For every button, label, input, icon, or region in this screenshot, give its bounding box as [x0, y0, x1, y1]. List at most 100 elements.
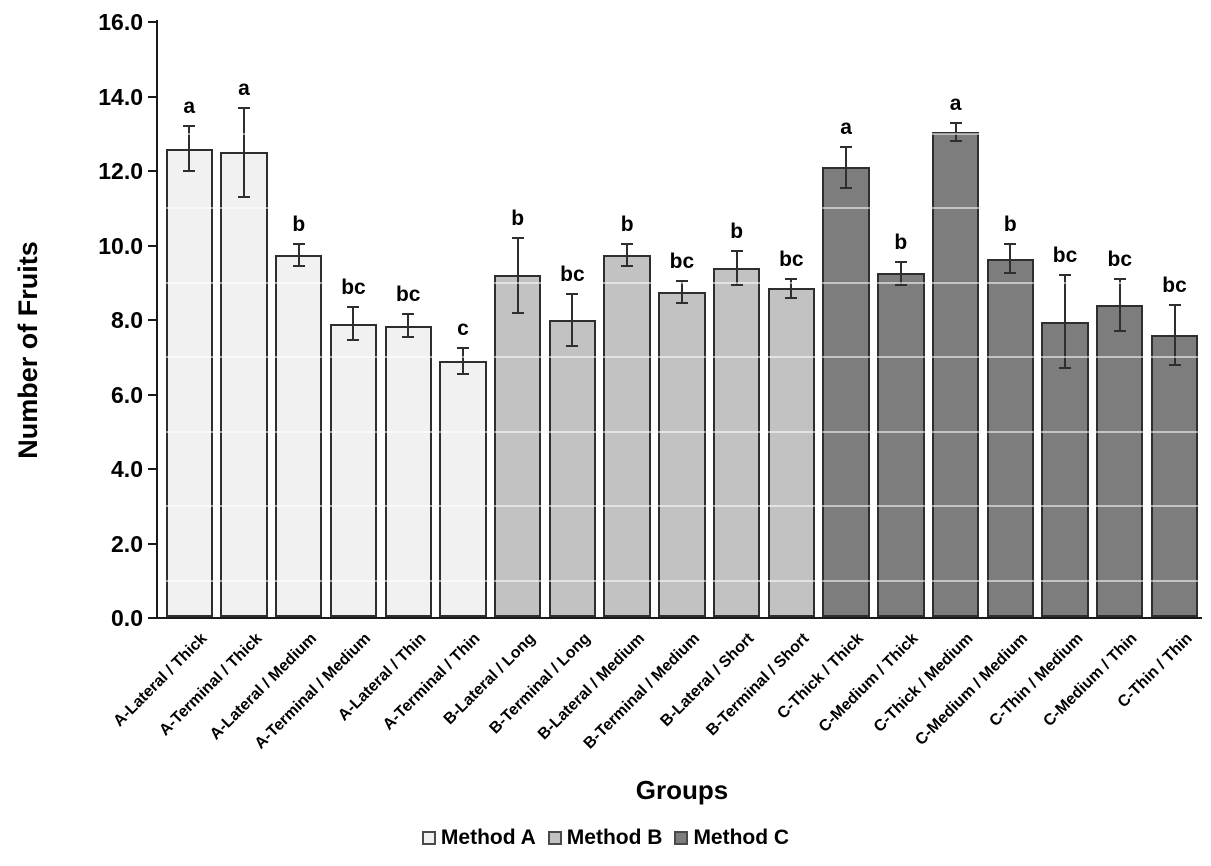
bar: [329, 323, 378, 617]
error-bar: [461, 347, 464, 374]
significance-letter: a: [238, 76, 250, 100]
x-tick-label: B-Terminal / Long: [486, 630, 594, 738]
y-tick-mark: [148, 617, 157, 619]
y-axis-line: [156, 20, 158, 619]
legend-swatch: [421, 831, 436, 845]
bar: [712, 267, 761, 617]
y-tick-mark: [148, 542, 157, 545]
bar: [1096, 305, 1144, 617]
x-tick-label: B-Terminal / Short: [703, 630, 813, 740]
x-tick-label: A-Terminal / Thick: [155, 630, 266, 740]
error-bar: [680, 280, 683, 304]
y-tick-label: 12.0: [98, 158, 143, 184]
error-bar: [297, 243, 300, 266]
error-bar: [516, 238, 519, 313]
error-bar-cap-bottom: [894, 283, 907, 286]
x-tick-label: C-Thick / Medium: [870, 630, 977, 736]
error-bar-cap-top: [1168, 304, 1181, 307]
error-bar: [1064, 275, 1067, 369]
error-bar-cap-top: [402, 313, 415, 316]
bar: [822, 167, 870, 617]
significance-letter: bc: [1052, 244, 1078, 268]
error-bar-cap-bottom: [1004, 272, 1017, 275]
error-bar-cap-top: [511, 237, 524, 240]
legend-item: Method B: [547, 826, 663, 850]
significance-letter: bc: [1107, 248, 1133, 272]
error-bar-cap-top: [785, 278, 798, 281]
legend-swatch: [547, 831, 562, 845]
bar: [986, 258, 1034, 617]
y-tick-label: 10.0: [98, 232, 143, 259]
error-bar-cap-bottom: [402, 335, 415, 338]
significance-letter: bc: [779, 248, 804, 272]
error-bar-cap-bottom: [785, 296, 798, 299]
error-bar: [1173, 305, 1176, 365]
y-tick-mark: [148, 95, 157, 98]
significance-letter: c: [457, 316, 469, 340]
significance-letter: b: [511, 207, 525, 231]
significance-letter: bc: [341, 275, 366, 299]
y-tick-mark: [148, 21, 157, 23]
significance-letter: b: [292, 212, 306, 236]
significance-letter: b: [730, 220, 744, 244]
x-tick-label: A-Lateral / Thick: [110, 630, 211, 731]
bar: [603, 254, 651, 617]
error-bar-cap-bottom: [1168, 363, 1181, 366]
legend-label: Method B: [566, 826, 663, 849]
error-bar-cap-bottom: [675, 302, 688, 305]
y-tick-label: 8.0: [111, 307, 143, 333]
error-bar: [790, 279, 793, 298]
gridline: [163, 58, 1202, 61]
bar: [439, 360, 487, 617]
error-bar-cap-bottom: [347, 339, 360, 342]
x-tick-label: C-Medium / Thin: [1040, 630, 1141, 731]
y-tick-label: 6.0: [111, 381, 143, 408]
bar: [384, 325, 432, 617]
error-bar-cap-top: [1113, 278, 1126, 281]
error-bar-cap-top: [840, 145, 853, 148]
error-bar-cap-bottom: [840, 186, 853, 189]
legend-item: Method C: [674, 826, 789, 850]
y-tick-label: 4.0: [111, 456, 143, 482]
gridline: [163, 207, 1202, 210]
error-bar-cap-bottom: [621, 264, 634, 267]
error-bar: [735, 251, 738, 285]
y-tick-mark: [148, 170, 157, 172]
error-bar-cap-bottom: [183, 170, 196, 172]
legend-label: Method A: [440, 826, 536, 849]
error-bar-cap-bottom: [1059, 367, 1072, 370]
error-bar-cap-top: [347, 305, 360, 308]
significance-letter: b: [1003, 212, 1017, 236]
bar: [931, 131, 980, 617]
bar: [220, 152, 268, 617]
significance-letter: bc: [1162, 274, 1187, 298]
bar: [165, 148, 213, 617]
error-bar: [899, 262, 902, 285]
y-tick-mark: [148, 319, 157, 321]
legend: Method A Method B Method C: [0, 826, 1211, 850]
bar: [275, 254, 323, 617]
x-axis-line: [155, 617, 1202, 619]
error-bar-cap-top: [238, 106, 250, 109]
error-bar-cap-top: [183, 125, 196, 128]
significance-letter: b: [620, 212, 634, 236]
error-bar: [626, 243, 629, 266]
error-bar-cap-top: [675, 279, 688, 282]
legend-swatch: [674, 831, 689, 845]
error-bar-cap-top: [621, 242, 634, 245]
error-bar: [845, 146, 848, 188]
x-tick-label: C-Thin / Medium: [986, 630, 1087, 731]
y-tick-mark: [148, 468, 157, 470]
error-bar-cap-bottom: [566, 345, 579, 348]
x-axis-title: Groups: [635, 775, 729, 805]
y-axis-title: Number of Fruits: [13, 241, 43, 459]
error-bar: [352, 306, 355, 341]
error-bar-cap-top: [1004, 242, 1017, 245]
error-bar-cap-top: [730, 250, 743, 253]
significance-letter: bc: [669, 249, 695, 273]
bar: [877, 273, 925, 617]
bar: [767, 288, 816, 617]
error-bar: [188, 126, 191, 171]
x-tick-label: B-Lateral / Medium: [534, 630, 649, 744]
significance-letter: a: [949, 91, 962, 115]
